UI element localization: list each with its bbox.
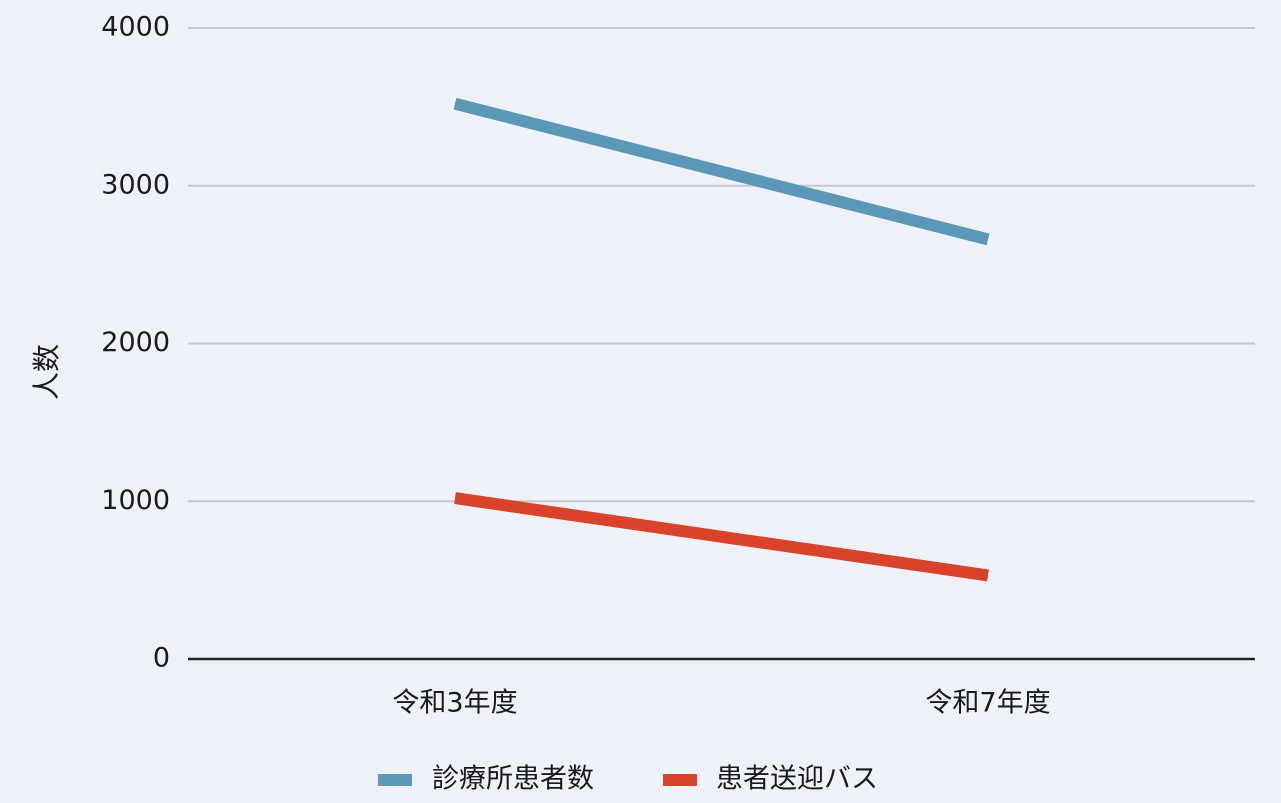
series-line — [454, 492, 989, 582]
gridlines — [188, 27, 1255, 503]
legend-label: 患者送迎バス — [716, 764, 878, 795]
y-tick-label: 0 — [153, 643, 170, 674]
y-axis-label: 人数 — [30, 344, 63, 400]
series-line — [453, 97, 990, 246]
y-tick-label: 3000 — [101, 169, 170, 200]
y-tick-label: 1000 — [101, 485, 170, 516]
legend-swatch — [378, 774, 412, 786]
series-lines — [453, 97, 990, 582]
legend-swatch — [663, 774, 697, 786]
legend: 診療所患者数 患者送迎バス — [378, 764, 878, 795]
x-tick-label: 令和7年度 — [925, 688, 1050, 719]
labels: 0 1000 2000 3000 4000 令和3年度 令和7年度 — [101, 12, 1050, 719]
legend-label: 診療所患者数 — [432, 764, 594, 795]
y-tick-label: 4000 — [101, 12, 170, 43]
y-tick-label: 2000 — [101, 327, 170, 358]
x-tick-label: 令和3年度 — [392, 688, 517, 719]
